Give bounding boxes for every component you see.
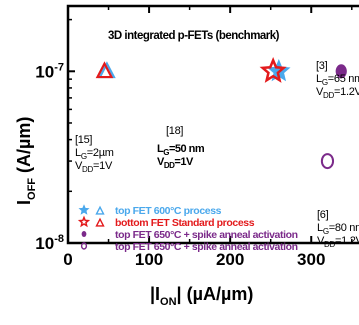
- annotation-ref15-line: [15]: [75, 134, 92, 146]
- legend-label: bottom FET Standard process: [115, 217, 255, 229]
- x-axis-title-main: |I: [150, 284, 160, 304]
- y-tick-label: 10-8: [35, 233, 64, 253]
- legend-marker-star-open: [77, 215, 91, 228]
- annotation-this-line: LG=50 nm: [157, 143, 205, 157]
- legend-item: top FET 650°C + spike anneal activation: [81, 229, 298, 241]
- annotation-ref6-line: VDD=1.2V: [317, 235, 359, 249]
- y-axis-title-sub: OFF: [26, 178, 38, 200]
- data-point-star-open: [259, 57, 287, 83]
- data-point-circle: [335, 64, 347, 79]
- x-axis-title-rest: | (µA/µm): [177, 284, 254, 304]
- plot-frame: [66, 4, 359, 245]
- annotation-ref3-line: LG=65 nm: [316, 73, 359, 87]
- x-axis-ticks: [67, 6, 353, 243]
- data-point-circle-open: [320, 153, 335, 170]
- y-axis-title-rest: (A/µm): [14, 117, 34, 178]
- x-tick-label: 200: [216, 250, 244, 269]
- x-axis-title-sub: ON: [160, 296, 177, 308]
- y-axis-title-main: I: [14, 200, 34, 205]
- legend-marker-triangle-open: [95, 217, 105, 227]
- annotation-ref3-line: VDD=1.2V: [316, 86, 359, 100]
- legend-item: bottom FET Standard process: [77, 215, 255, 229]
- y-tick-exp: -7: [54, 61, 64, 73]
- annotation-ref15-line: VDD=1V: [75, 160, 113, 174]
- legend-label: top FET 650°C + spike anneal activation: [115, 241, 298, 253]
- x-tick-label: 100: [135, 250, 163, 269]
- y-axis-title: IOFF (A/µm): [14, 117, 38, 205]
- legend-label: top FET 650°C + spike anneal activation: [115, 229, 298, 241]
- y-tick-base: 10: [35, 62, 54, 81]
- legend-item: top FET 600°C process: [78, 204, 222, 217]
- annotation-ref6-line: LG=80 nm: [317, 222, 359, 236]
- legend-marker-triangle-open: [95, 205, 105, 215]
- x-tick-label: 300: [297, 250, 325, 269]
- legend-marker-circle-open: [80, 242, 88, 250]
- annotation-ref6-line: [6]: [317, 209, 329, 221]
- data-points: [95, 57, 347, 170]
- annotation-this-line: VDD=1V: [157, 156, 194, 170]
- x-axis-title: |ION| (µA/µm): [150, 284, 253, 308]
- y-axis-ticks: [68, 18, 75, 244]
- x-tick-label: 0: [63, 250, 72, 269]
- annotation-ref3-line: [3]: [316, 60, 328, 72]
- legend-label: top FET 600°C process: [115, 205, 222, 217]
- chart-title: 3D integrated p-FETs (benchmark): [108, 30, 280, 42]
- y-tick-base: 10: [35, 234, 54, 253]
- y-tick-label: 10-7: [35, 61, 64, 81]
- legend-item: top FET 650°C + spike anneal activation: [80, 241, 298, 253]
- data-point-triangle-open: [95, 61, 114, 79]
- legend-marker-circle: [81, 231, 87, 237]
- annotation-ref18-line: [18]: [166, 125, 183, 137]
- legend-marker-star: [78, 204, 90, 215]
- annotation-ref15-line: LG=2µm: [75, 147, 114, 161]
- y-tick-exp: -8: [54, 233, 64, 245]
